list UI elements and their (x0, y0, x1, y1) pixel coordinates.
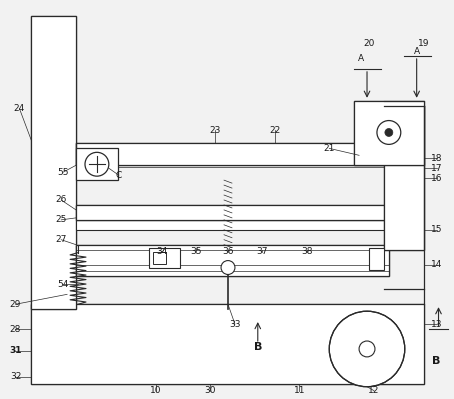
Bar (148, 248, 180, 267)
Text: 32: 32 (10, 372, 21, 381)
Bar (31, 16, 76, 309)
Bar (76, 205, 389, 220)
Circle shape (85, 152, 109, 176)
Text: A: A (358, 55, 364, 63)
Bar (369, 248, 384, 269)
Text: 30: 30 (204, 386, 216, 395)
Text: 11: 11 (294, 386, 305, 395)
Circle shape (385, 128, 393, 136)
Bar (76, 143, 384, 165)
Text: 31: 31 (9, 346, 22, 356)
Text: B: B (432, 356, 441, 366)
Text: 36: 36 (222, 247, 234, 256)
Bar (354, 101, 424, 165)
Text: 55: 55 (57, 168, 69, 177)
Bar (354, 101, 424, 165)
Text: 29: 29 (10, 300, 21, 309)
Circle shape (329, 311, 405, 387)
Text: B: B (254, 342, 262, 352)
Text: 33: 33 (229, 320, 241, 329)
Text: 23: 23 (209, 126, 221, 135)
Circle shape (377, 120, 401, 144)
Text: 21: 21 (324, 144, 335, 153)
Bar (31, 16, 76, 309)
Circle shape (221, 261, 235, 275)
Text: 38: 38 (302, 247, 313, 256)
Text: 12: 12 (368, 386, 380, 395)
Bar (76, 220, 389, 230)
Text: 24: 24 (14, 104, 25, 113)
Bar (153, 252, 167, 264)
Text: 17: 17 (431, 164, 442, 173)
Bar (31, 304, 424, 384)
Text: A: A (414, 47, 420, 55)
Text: 20: 20 (363, 39, 375, 47)
Bar (76, 245, 389, 277)
Text: 28: 28 (10, 325, 21, 334)
Bar (76, 245, 389, 277)
Bar (76, 143, 384, 165)
Text: 27: 27 (55, 235, 67, 244)
Bar (384, 106, 424, 250)
Bar (76, 148, 118, 180)
Text: 25: 25 (55, 215, 67, 224)
Text: 14: 14 (431, 260, 442, 269)
Text: 35: 35 (191, 247, 202, 256)
Text: 16: 16 (431, 174, 442, 183)
Text: 22: 22 (269, 126, 280, 135)
Text: 26: 26 (55, 196, 67, 205)
Bar (31, 304, 424, 384)
Text: 37: 37 (256, 247, 267, 256)
Text: 13: 13 (431, 320, 442, 329)
Text: 34: 34 (157, 247, 168, 256)
Text: 18: 18 (431, 154, 442, 163)
Text: 15: 15 (431, 225, 442, 234)
Text: 10: 10 (150, 386, 161, 395)
Text: 54: 54 (58, 280, 69, 289)
Text: 19: 19 (418, 39, 429, 47)
Text: C: C (116, 171, 122, 180)
Bar (76, 205, 389, 220)
Bar (384, 106, 424, 250)
